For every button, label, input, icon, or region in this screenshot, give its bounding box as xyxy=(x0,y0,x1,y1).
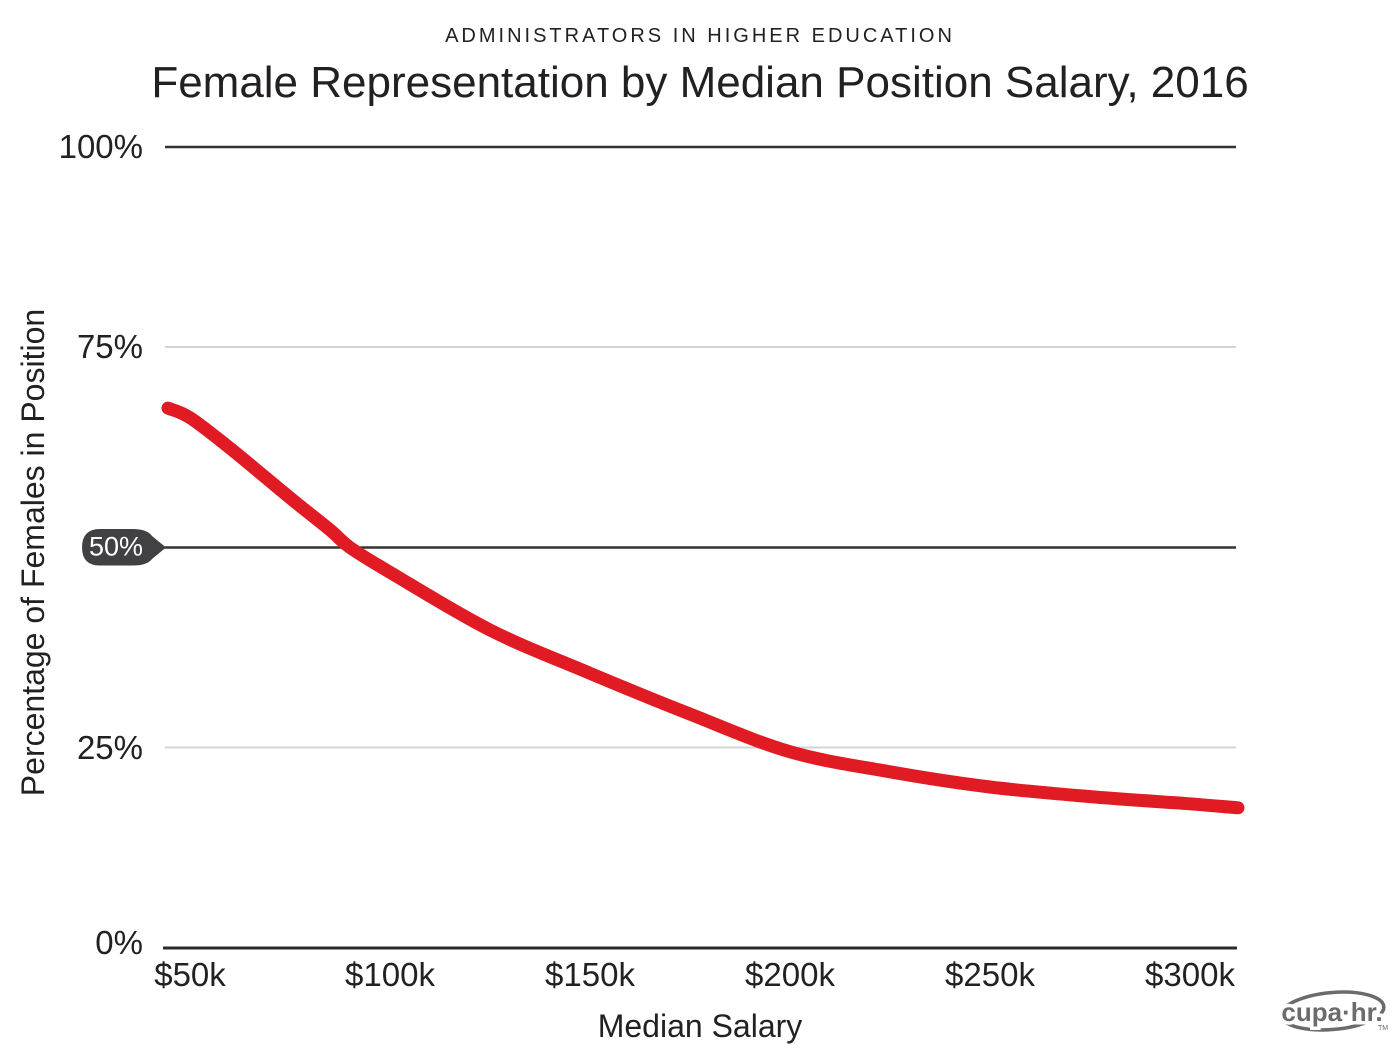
logo-tm-mark: TM xyxy=(1378,1025,1388,1032)
chart-title: Female Representation by Median Position… xyxy=(151,58,1249,107)
cupa-hr-logo: cupa·hr. TM xyxy=(1278,990,1388,1032)
y-tick-100: 100% xyxy=(58,128,143,165)
logo-ellipse-swoosh xyxy=(1279,990,1386,1032)
fifty-percent-callout-pill xyxy=(82,529,166,566)
y-tick-75: 75% xyxy=(76,328,143,365)
x-tick-150k: $150k xyxy=(545,956,635,993)
fifty-percent-callout-label: 50% xyxy=(88,531,144,562)
x-tick-300k: $300k xyxy=(1145,956,1235,993)
x-tick-50k: $50k xyxy=(154,956,226,993)
y-tick-0: 0% xyxy=(95,924,143,961)
x-tick-100k: $100k xyxy=(345,956,435,993)
x-tick-200k: $200k xyxy=(745,956,835,993)
x-tick-250k: $250k xyxy=(945,956,1035,993)
x-axis-title: Median Salary xyxy=(597,1008,803,1044)
chart-kicker: ADMINISTRATORS IN HIGHER EDUCATION xyxy=(445,25,955,47)
series-line-female-representation xyxy=(161,401,1245,815)
y-tick-25: 25% xyxy=(76,728,143,766)
logo-text: cupa·hr. xyxy=(1281,997,1382,1027)
